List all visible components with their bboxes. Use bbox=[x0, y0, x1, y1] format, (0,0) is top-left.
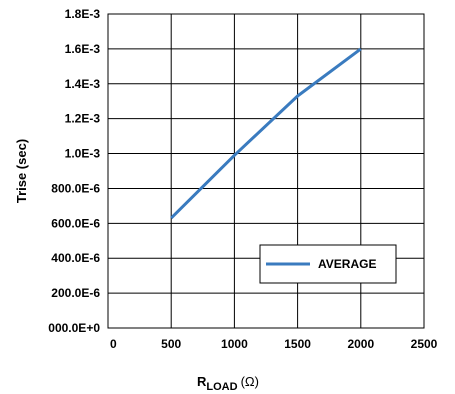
x-tick-label: 0 bbox=[110, 337, 117, 351]
y-tick-label: 400.0E-6 bbox=[51, 251, 100, 265]
y-tick-label: 800.0E-6 bbox=[51, 181, 100, 195]
plot-frame bbox=[107, 13, 425, 329]
x-tick-label: 1000 bbox=[221, 337, 248, 351]
y-tick-label: 1.2E-3 bbox=[65, 112, 101, 126]
y-tick-label: 600.0E-6 bbox=[51, 216, 100, 230]
x-tick-label: 2500 bbox=[411, 337, 438, 351]
y-tick-label: 1.8E-3 bbox=[65, 7, 101, 21]
y-tick-label: 1.0E-3 bbox=[65, 147, 101, 161]
legend-label-average: AVERAGE bbox=[318, 257, 376, 271]
x-axis-title-subscript: LOAD bbox=[206, 381, 237, 393]
x-tick-labels: 0 500 1000 1500 2000 2500 bbox=[110, 337, 438, 351]
legend: AVERAGE bbox=[259, 244, 397, 284]
x-axis-title: RLOAD (Ω) bbox=[197, 374, 259, 393]
x-tick-label: 1500 bbox=[284, 337, 311, 351]
y-tick-label: 200.0E-6 bbox=[51, 286, 100, 300]
x-tick-label: 500 bbox=[161, 337, 181, 351]
x-axis-title-unit: (Ω) bbox=[241, 374, 259, 389]
y-tick-label: 000.0E+0 bbox=[48, 321, 100, 335]
y-tick-label: 1.6E-3 bbox=[65, 42, 101, 56]
series-line-average bbox=[170, 47, 362, 220]
y-tick-labels: 000.0E+0 200.0E-6 400.0E-6 600.0E-6 800.0E-6… bbox=[48, 7, 100, 335]
x-axis-title-main: R bbox=[197, 374, 207, 389]
x-tick-label: 2000 bbox=[347, 337, 374, 351]
y-axis-title: Trise (sec) bbox=[14, 139, 29, 203]
y-tick-label: 1.4E-3 bbox=[65, 77, 101, 91]
